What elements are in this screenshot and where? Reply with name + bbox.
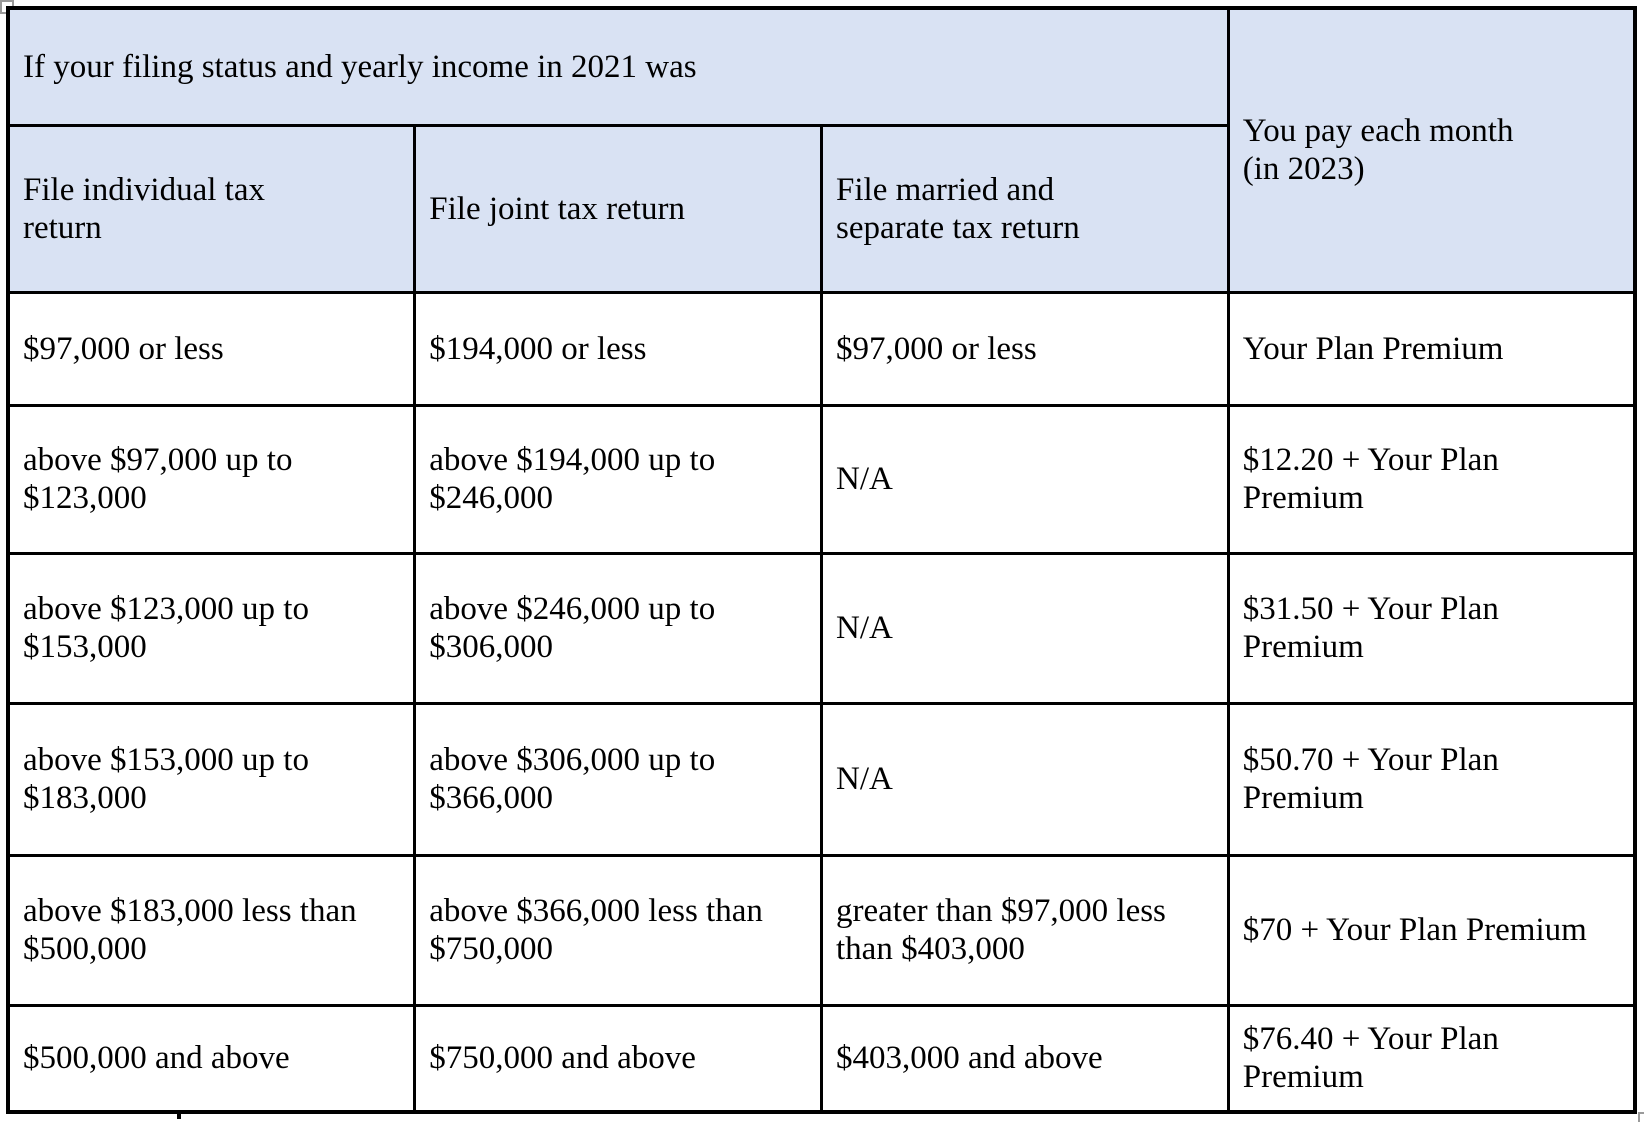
individual-income-cell: above $153,000 up to $183,000	[6, 701, 417, 857]
table-row: above $97,000 up to $123,000 above $194,…	[6, 403, 1637, 555]
header-row-filing-status: If your filing status and yearly income …	[6, 6, 1637, 294]
table-row: above $153,000 up to $183,000 above $306…	[6, 701, 1637, 857]
joint-header-label: File joint tax return	[429, 190, 685, 227]
married-separate-income-cell: N/A	[820, 701, 1230, 857]
individual-header-label: File individual tax return	[23, 171, 265, 246]
you-pay-cell: $31.50 + Your Plan Premium	[1226, 551, 1637, 705]
you-pay-cell: $12.20 + Your Plan Premium	[1226, 403, 1637, 555]
table-row: $500,000 and above $750,000 and above $4…	[6, 1003, 1637, 1114]
individual-income-cell: $97,000 or less	[6, 290, 417, 407]
married-separate-income-cell: greater than $97,000 less than $403,000	[820, 853, 1230, 1007]
married-separate-income-cell: $403,000 and above	[820, 1003, 1230, 1114]
joint-income-cell: above $366,000 less than $750,000	[413, 853, 823, 1007]
you-pay-header-label: You pay each month (in 2023)	[1242, 113, 1514, 188]
irmaa-premium-table: If your filing status and yearly income …	[6, 6, 1637, 1114]
married-separate-header-cell: File married and separate tax return	[820, 123, 1230, 294]
table-resize-corner	[1638, 1112, 1644, 1122]
individual-income-cell: above $183,000 less than $500,000	[6, 853, 417, 1007]
header-row-columns: File individual tax return File joint ta…	[6, 123, 1635, 294]
you-pay-cell: Your Plan Premium	[1226, 290, 1637, 407]
you-pay-header-cell: You pay each month (in 2023)	[1226, 6, 1637, 294]
table-row: above $123,000 up to $153,000 above $246…	[6, 551, 1637, 705]
individual-income-cell: above $123,000 up to $153,000	[6, 551, 417, 705]
married-separate-header-label: File married and separate tax return	[836, 171, 1080, 246]
joint-income-cell: above $306,000 up to $366,000	[413, 701, 823, 857]
married-separate-income-cell: N/A	[820, 551, 1230, 705]
joint-income-cell: above $194,000 up to $246,000	[413, 403, 823, 555]
table-row: $97,000 or less $194,000 or less $97,000…	[6, 290, 1637, 407]
joint-income-cell: $194,000 or less	[413, 290, 823, 407]
married-separate-income-cell: $97,000 or less	[820, 290, 1230, 407]
married-separate-income-cell: N/A	[820, 403, 1230, 555]
text-cursor	[177, 1112, 181, 1119]
you-pay-cell: $50.70 + Your Plan Premium	[1226, 701, 1637, 857]
joint-header-cell: File joint tax return	[413, 123, 823, 294]
individual-income-cell: $500,000 and above	[6, 1003, 417, 1114]
joint-income-cell: $750,000 and above	[413, 1003, 823, 1114]
table-row: above $183,000 less than $500,000 above …	[6, 853, 1637, 1007]
individual-income-cell: above $97,000 up to $123,000	[6, 403, 417, 555]
joint-income-cell: above $246,000 up to $306,000	[413, 551, 823, 705]
you-pay-cell: $70 + Your Plan Premium	[1226, 853, 1637, 1007]
you-pay-cell: $76.40 + Your Plan Premium	[1226, 1003, 1637, 1114]
filing-status-title-cell: If your filing status and yearly income …	[6, 6, 1230, 127]
individual-header-cell: File individual tax return	[6, 123, 417, 294]
